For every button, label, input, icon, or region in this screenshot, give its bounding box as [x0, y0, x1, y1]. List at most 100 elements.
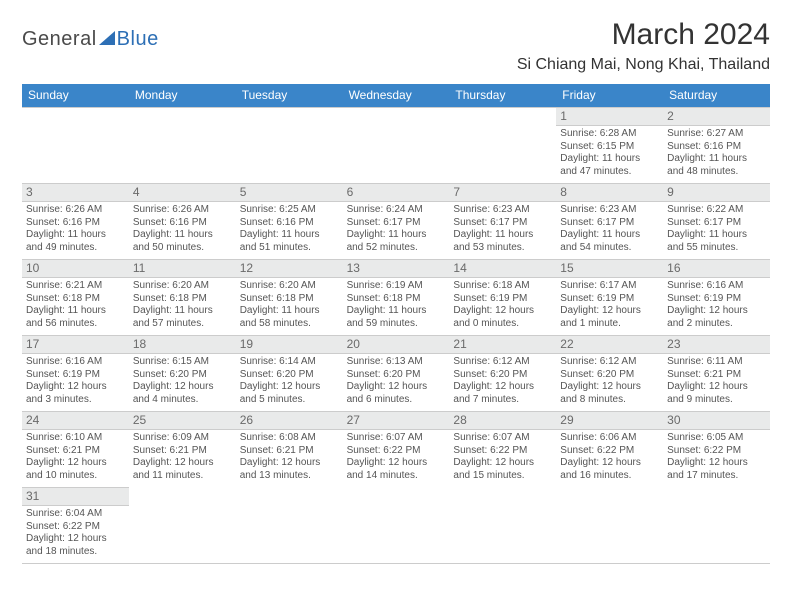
sunrise-line: Sunrise: 6:15 AM [133, 356, 232, 369]
daylight-line: Daylight: 11 hours and 54 minutes. [560, 229, 659, 254]
daylight-line: Daylight: 11 hours and 51 minutes. [240, 229, 339, 254]
day-number: 25 [129, 412, 236, 430]
day-body: Sunrise: 6:12 AMSunset: 6:20 PMDaylight:… [556, 354, 663, 409]
sunrise-line: Sunrise: 6:24 AM [347, 204, 446, 217]
day-body: Sunrise: 6:05 AMSunset: 6:22 PMDaylight:… [663, 430, 770, 485]
daylight-line: Daylight: 11 hours and 47 minutes. [560, 153, 659, 178]
weekday-header: Tuesday [236, 84, 343, 107]
sunset-line: Sunset: 6:22 PM [453, 445, 552, 458]
weekday-header: Sunday [22, 84, 129, 107]
day-cell: 4Sunrise: 6:26 AMSunset: 6:16 PMDaylight… [129, 183, 236, 259]
sunset-line: Sunset: 6:18 PM [133, 293, 232, 306]
day-body: Sunrise: 6:25 AMSunset: 6:16 PMDaylight:… [236, 202, 343, 257]
sunrise-line: Sunrise: 6:16 AM [26, 356, 125, 369]
daylight-line: Daylight: 11 hours and 55 minutes. [667, 229, 766, 254]
sunrise-line: Sunrise: 6:14 AM [240, 356, 339, 369]
day-body: Sunrise: 6:23 AMSunset: 6:17 PMDaylight:… [556, 202, 663, 257]
day-body: Sunrise: 6:10 AMSunset: 6:21 PMDaylight:… [22, 430, 129, 485]
daylight-line: Daylight: 12 hours and 3 minutes. [26, 381, 125, 406]
day-cell: 12Sunrise: 6:20 AMSunset: 6:18 PMDayligh… [236, 259, 343, 335]
day-number: 28 [449, 412, 556, 430]
day-cell: 26Sunrise: 6:08 AMSunset: 6:21 PMDayligh… [236, 411, 343, 487]
day-number: 29 [556, 412, 663, 430]
sunset-line: Sunset: 6:20 PM [560, 369, 659, 382]
day-number: 15 [556, 260, 663, 278]
day-body: Sunrise: 6:22 AMSunset: 6:17 PMDaylight:… [663, 202, 770, 257]
daylight-line: Daylight: 12 hours and 9 minutes. [667, 381, 766, 406]
day-cell: 2Sunrise: 6:27 AMSunset: 6:16 PMDaylight… [663, 107, 770, 183]
sunset-line: Sunset: 6:19 PM [667, 293, 766, 306]
sunset-line: Sunset: 6:17 PM [453, 217, 552, 230]
sunrise-line: Sunrise: 6:04 AM [26, 508, 125, 521]
sunset-line: Sunset: 6:21 PM [667, 369, 766, 382]
day-number: 4 [129, 184, 236, 202]
day-cell: 25Sunrise: 6:09 AMSunset: 6:21 PMDayligh… [129, 411, 236, 487]
day-cell: 7Sunrise: 6:23 AMSunset: 6:17 PMDaylight… [449, 183, 556, 259]
day-body: Sunrise: 6:26 AMSunset: 6:16 PMDaylight:… [129, 202, 236, 257]
daylight-line: Daylight: 12 hours and 4 minutes. [133, 381, 232, 406]
day-cell: 14Sunrise: 6:18 AMSunset: 6:19 PMDayligh… [449, 259, 556, 335]
day-body: Sunrise: 6:16 AMSunset: 6:19 PMDaylight:… [22, 354, 129, 409]
sunrise-line: Sunrise: 6:13 AM [347, 356, 446, 369]
sunset-line: Sunset: 6:20 PM [240, 369, 339, 382]
day-number: 7 [449, 184, 556, 202]
day-body: Sunrise: 6:07 AMSunset: 6:22 PMDaylight:… [343, 430, 450, 485]
day-cell: 29Sunrise: 6:06 AMSunset: 6:22 PMDayligh… [556, 411, 663, 487]
day-body: Sunrise: 6:12 AMSunset: 6:20 PMDaylight:… [449, 354, 556, 409]
day-number: 1 [556, 108, 663, 126]
daylight-line: Daylight: 12 hours and 13 minutes. [240, 457, 339, 482]
sunrise-line: Sunrise: 6:26 AM [26, 204, 125, 217]
sunset-line: Sunset: 6:18 PM [26, 293, 125, 306]
sunset-line: Sunset: 6:19 PM [560, 293, 659, 306]
daylight-line: Daylight: 11 hours and 52 minutes. [347, 229, 446, 254]
sunset-line: Sunset: 6:17 PM [560, 217, 659, 230]
sunset-line: Sunset: 6:16 PM [133, 217, 232, 230]
day-number: 6 [343, 184, 450, 202]
day-number: 12 [236, 260, 343, 278]
day-body: Sunrise: 6:13 AMSunset: 6:20 PMDaylight:… [343, 354, 450, 409]
empty-cell: . [129, 107, 236, 183]
sunrise-line: Sunrise: 6:21 AM [26, 280, 125, 293]
daylight-line: Daylight: 11 hours and 49 minutes. [26, 229, 125, 254]
sunrise-line: Sunrise: 6:07 AM [347, 432, 446, 445]
sunrise-line: Sunrise: 6:17 AM [560, 280, 659, 293]
sunrise-line: Sunrise: 6:23 AM [560, 204, 659, 217]
day-cell: 9Sunrise: 6:22 AMSunset: 6:17 PMDaylight… [663, 183, 770, 259]
day-body: Sunrise: 6:07 AMSunset: 6:22 PMDaylight:… [449, 430, 556, 485]
sunrise-line: Sunrise: 6:28 AM [560, 128, 659, 141]
sunrise-line: Sunrise: 6:12 AM [560, 356, 659, 369]
daylight-line: Daylight: 12 hours and 14 minutes. [347, 457, 446, 482]
sunset-line: Sunset: 6:18 PM [240, 293, 339, 306]
header: General Blue March 2024 Si Chiang Mai, N… [22, 18, 770, 74]
day-number: 19 [236, 336, 343, 354]
sunrise-line: Sunrise: 6:09 AM [133, 432, 232, 445]
sunset-line: Sunset: 6:22 PM [26, 521, 125, 534]
sunrise-line: Sunrise: 6:20 AM [133, 280, 232, 293]
day-cell: 10Sunrise: 6:21 AMSunset: 6:18 PMDayligh… [22, 259, 129, 335]
sunset-line: Sunset: 6:22 PM [347, 445, 446, 458]
sunset-line: Sunset: 6:19 PM [453, 293, 552, 306]
day-body: Sunrise: 6:08 AMSunset: 6:21 PMDaylight:… [236, 430, 343, 485]
day-body: Sunrise: 6:14 AMSunset: 6:20 PMDaylight:… [236, 354, 343, 409]
logo-sail-icon [99, 31, 115, 45]
day-cell: 27Sunrise: 6:07 AMSunset: 6:22 PMDayligh… [343, 411, 450, 487]
day-cell: 28Sunrise: 6:07 AMSunset: 6:22 PMDayligh… [449, 411, 556, 487]
sunrise-line: Sunrise: 6:12 AM [453, 356, 552, 369]
daylight-line: Daylight: 12 hours and 5 minutes. [240, 381, 339, 406]
daylight-line: Daylight: 11 hours and 58 minutes. [240, 305, 339, 330]
calendar-grid: .....1Sunrise: 6:28 AMSunset: 6:15 PMDay… [22, 107, 770, 563]
day-number: 18 [129, 336, 236, 354]
day-body: Sunrise: 6:11 AMSunset: 6:21 PMDaylight:… [663, 354, 770, 409]
month-title: March 2024 [517, 18, 770, 52]
weekday-header: Wednesday [343, 84, 450, 107]
sunset-line: Sunset: 6:20 PM [347, 369, 446, 382]
daylight-line: Daylight: 12 hours and 11 minutes. [133, 457, 232, 482]
day-number: 23 [663, 336, 770, 354]
daylight-line: Daylight: 12 hours and 7 minutes. [453, 381, 552, 406]
daylight-line: Daylight: 11 hours and 57 minutes. [133, 305, 232, 330]
location-text: Si Chiang Mai, Nong Khai, Thailand [517, 56, 770, 74]
sunrise-line: Sunrise: 6:18 AM [453, 280, 552, 293]
day-cell: 20Sunrise: 6:13 AMSunset: 6:20 PMDayligh… [343, 335, 450, 411]
day-body: Sunrise: 6:23 AMSunset: 6:17 PMDaylight:… [449, 202, 556, 257]
weekday-header: Friday [556, 84, 663, 107]
